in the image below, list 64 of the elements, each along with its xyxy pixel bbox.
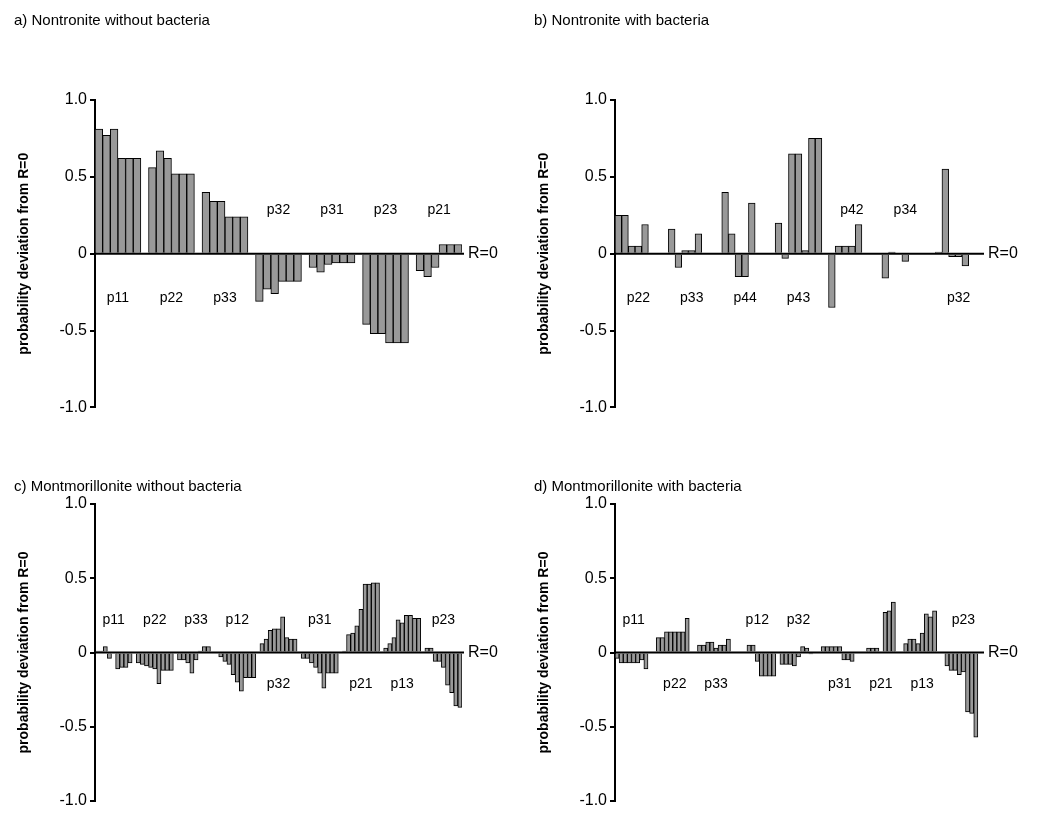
annotation: p11 xyxy=(622,611,645,628)
chart-title: b) Nontronite with bacteria xyxy=(534,11,710,29)
chart-title: c) Montmorillonite without bacteria xyxy=(14,477,243,495)
annotation: p43 xyxy=(786,288,811,305)
y-tick-label: -1.0 xyxy=(579,397,608,415)
annotation: p31 xyxy=(828,675,852,692)
annotation: p32 xyxy=(266,675,291,692)
y-axis-title: probability deviation from R=0 xyxy=(535,152,552,355)
y-tick-label: -1.0 xyxy=(59,397,88,415)
ref-line-label: R=0 xyxy=(468,642,498,660)
annotation: p44 xyxy=(733,288,758,305)
chart-title: a) Nontronite without bacteria xyxy=(14,11,211,29)
annotation: p34 xyxy=(893,200,918,217)
y-tick-label: -1.0 xyxy=(579,791,608,809)
annotation: p31 xyxy=(308,611,332,628)
annotation: p21 xyxy=(349,675,373,692)
y-tick-label: -0.5 xyxy=(59,320,88,338)
annotation: p13 xyxy=(390,675,415,692)
ref-line-label: R=0 xyxy=(468,244,498,262)
annotation: p11 xyxy=(106,288,130,305)
annotation: p32 xyxy=(946,288,971,305)
y-tick-label: -0.5 xyxy=(579,320,608,338)
y-tick-label: 1.0 xyxy=(584,494,608,512)
annotation: p12 xyxy=(225,611,250,628)
annotation: p11 xyxy=(102,611,125,628)
annotation: p22 xyxy=(626,288,651,305)
annotation: p31 xyxy=(320,200,344,217)
y-tick-label: 0 xyxy=(598,642,608,660)
annotation: p13 xyxy=(910,675,935,692)
y-tick-label: 0.5 xyxy=(64,167,88,185)
y-tick-label: 0.5 xyxy=(584,167,608,185)
y-tick-label: 1.0 xyxy=(584,90,608,108)
chart-title: d) Montmorillonite with bacteria xyxy=(534,477,743,495)
annotation: p21 xyxy=(869,675,893,692)
annotation: p23 xyxy=(431,611,456,628)
annotation: p22 xyxy=(159,288,184,305)
y-tick-label: 0 xyxy=(78,244,88,262)
y-tick-label: -0.5 xyxy=(579,717,608,735)
annotation: p33 xyxy=(184,611,208,628)
ref-line-label: R=0 xyxy=(988,244,1018,262)
annotation: p33 xyxy=(213,288,237,305)
annotation: p22 xyxy=(143,611,167,628)
y-tick-label: -1.0 xyxy=(59,791,88,809)
y-tick-label: 0 xyxy=(78,642,88,660)
annotation: p12 xyxy=(745,611,770,628)
y-tick-label: 1.0 xyxy=(64,494,88,512)
y-tick-label: 1.0 xyxy=(64,90,88,108)
annotation: p23 xyxy=(951,611,976,628)
ref-line-label: R=0 xyxy=(988,642,1018,660)
annotation: p33 xyxy=(680,288,704,305)
y-tick-label: 0 xyxy=(598,244,608,262)
annotation: p33 xyxy=(704,675,728,692)
annotation: p32 xyxy=(266,200,291,217)
y-tick-label: -0.5 xyxy=(59,717,88,735)
annotation: p21 xyxy=(427,200,451,217)
annotation: p42 xyxy=(840,200,864,217)
y-tick-label: 0.5 xyxy=(584,568,608,586)
y-axis-title: probability deviation from R=0 xyxy=(15,152,32,355)
y-tick-label: 0.5 xyxy=(64,568,88,586)
annotation: p23 xyxy=(373,200,398,217)
y-axis-title: probability deviation from R=0 xyxy=(15,551,32,754)
y-axis-title: probability deviation from R=0 xyxy=(535,551,552,754)
annotation: p22 xyxy=(663,675,687,692)
annotation: p32 xyxy=(786,611,811,628)
